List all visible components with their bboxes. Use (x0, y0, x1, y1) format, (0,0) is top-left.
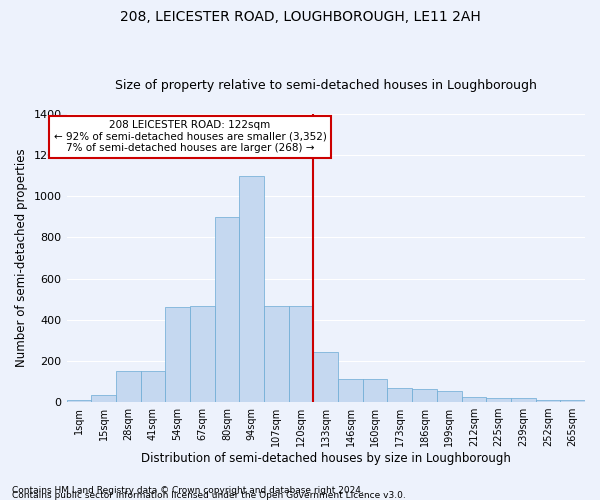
Bar (388, 388, 412, 402)
Bar (560, 400, 585, 402)
Bar (511, 398, 536, 402)
Bar (412, 388, 437, 402)
Bar (338, 380, 363, 402)
Title: Size of property relative to semi-detached houses in Loughborough: Size of property relative to semi-detach… (115, 79, 537, 92)
Bar (289, 306, 313, 402)
Bar (313, 352, 338, 402)
Bar (239, 176, 264, 402)
Text: 208, LEICESTER ROAD, LOUGHBOROUGH, LE11 2AH: 208, LEICESTER ROAD, LOUGHBOROUGH, LE11 … (119, 10, 481, 24)
Bar (461, 397, 486, 402)
Bar (536, 400, 560, 402)
Bar (437, 391, 461, 402)
Bar (486, 398, 511, 402)
X-axis label: Distribution of semi-detached houses by size in Loughborough: Distribution of semi-detached houses by … (141, 452, 511, 465)
Text: Contains public sector information licensed under the Open Government Licence v3: Contains public sector information licen… (12, 491, 406, 500)
Bar (190, 306, 215, 402)
Bar (116, 371, 140, 402)
Bar (140, 371, 165, 402)
Bar (264, 306, 289, 402)
Bar (363, 380, 388, 402)
Y-axis label: Number of semi-detached properties: Number of semi-detached properties (15, 148, 28, 368)
Bar (67, 400, 91, 402)
Bar (165, 308, 190, 402)
Text: Contains HM Land Registry data © Crown copyright and database right 2024.: Contains HM Land Registry data © Crown c… (12, 486, 364, 495)
Bar (91, 395, 116, 402)
Text: 208 LEICESTER ROAD: 122sqm
← 92% of semi-detached houses are smaller (3,352)
7% : 208 LEICESTER ROAD: 122sqm ← 92% of semi… (53, 120, 326, 154)
Bar (215, 217, 239, 402)
